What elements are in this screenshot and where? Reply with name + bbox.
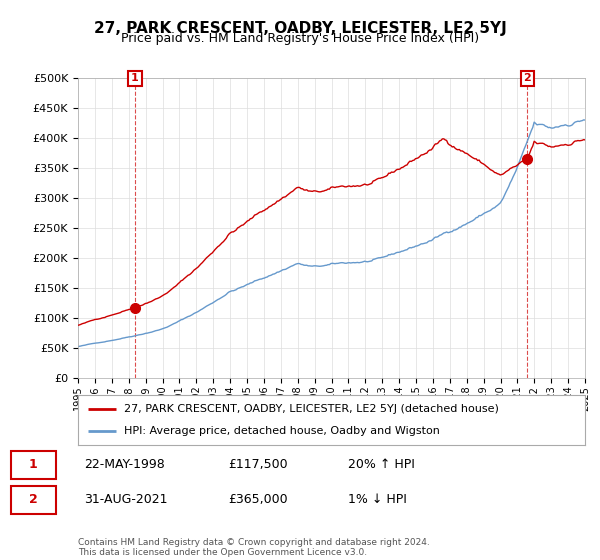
Text: 1: 1 [131,73,139,83]
Text: 2: 2 [29,493,37,506]
FancyBboxPatch shape [11,486,56,514]
Text: 22-MAY-1998: 22-MAY-1998 [84,458,165,472]
Text: 1% ↓ HPI: 1% ↓ HPI [348,493,407,506]
Text: 27, PARK CRESCENT, OADBY, LEICESTER, LE2 5YJ: 27, PARK CRESCENT, OADBY, LEICESTER, LE2… [94,21,506,36]
Text: 27, PARK CRESCENT, OADBY, LEICESTER, LE2 5YJ (detached house): 27, PARK CRESCENT, OADBY, LEICESTER, LE2… [124,404,499,414]
Text: 1: 1 [29,458,37,472]
Text: 2: 2 [523,73,531,83]
Text: Price paid vs. HM Land Registry's House Price Index (HPI): Price paid vs. HM Land Registry's House … [121,32,479,45]
Text: £117,500: £117,500 [228,458,287,472]
Text: Contains HM Land Registry data © Crown copyright and database right 2024.
This d: Contains HM Land Registry data © Crown c… [78,538,430,557]
Text: 20% ↑ HPI: 20% ↑ HPI [348,458,415,472]
Text: HPI: Average price, detached house, Oadby and Wigston: HPI: Average price, detached house, Oadb… [124,426,440,436]
Text: £365,000: £365,000 [228,493,287,506]
FancyBboxPatch shape [11,451,56,479]
Text: 31-AUG-2021: 31-AUG-2021 [84,493,167,506]
